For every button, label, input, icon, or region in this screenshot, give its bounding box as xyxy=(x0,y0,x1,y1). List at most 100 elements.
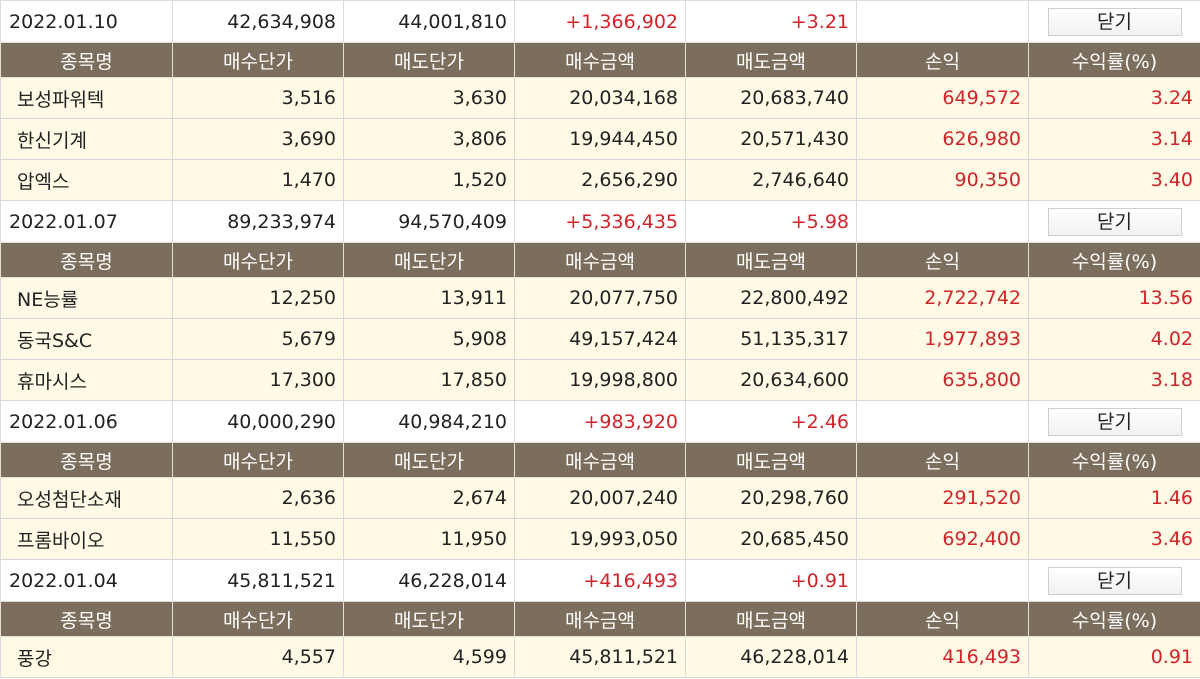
day-summary-row: 2022.01.07 89,233,974 94,570,409 +5,336,435… xyxy=(0,200,1200,243)
close-button[interactable]: 닫기 xyxy=(1047,207,1182,236)
profit: 626,980 xyxy=(856,118,1029,160)
day-profit: +416,493 xyxy=(514,559,686,602)
col-header-sell-price: 매도단가 xyxy=(343,601,515,637)
sell-price: 13,911 xyxy=(343,277,515,319)
profit: 2,722,742 xyxy=(856,277,1029,319)
profit: 291,520 xyxy=(856,477,1029,519)
buy-price: 4,557 xyxy=(172,636,344,678)
day-buy-total: 89,233,974 xyxy=(172,200,344,243)
profit-rate: 4.02 xyxy=(1028,318,1200,360)
stock-name: 한신기계 xyxy=(0,118,173,160)
col-header-name: 종목명 xyxy=(0,42,173,78)
col-header-buy-amount: 매수금액 xyxy=(514,242,686,278)
col-header-name: 종목명 xyxy=(0,442,173,478)
profit-rate: 3.46 xyxy=(1028,518,1200,560)
day-summary-row: 2022.01.06 40,000,290 40,984,210 +983,920 +2… xyxy=(0,400,1200,443)
col-header-buy-price: 매수단가 xyxy=(172,442,344,478)
day-sell-total: 40,984,210 xyxy=(343,400,515,443)
day-rate: +2.46 xyxy=(685,400,857,443)
stock-name: 프롬바이오 xyxy=(0,518,173,560)
day-sell-total: 94,570,409 xyxy=(343,200,515,243)
day-buy-total: 42,634,908 xyxy=(172,0,344,43)
profit-rate: 3.18 xyxy=(1028,359,1200,401)
buy-amount: 45,811,521 xyxy=(514,636,686,678)
close-button-cell: 닫기 xyxy=(1028,200,1200,243)
close-button[interactable]: 닫기 xyxy=(1047,7,1182,36)
empty-cell xyxy=(856,200,1029,243)
buy-amount: 2,656,290 xyxy=(514,159,686,201)
col-header-sell-amount: 매도금액 xyxy=(685,601,857,637)
trade-date: 2022.01.10 xyxy=(0,0,173,43)
column-header-row: 종목명 매수단가 매도단가 매수금액 매도금액 손익 수익률(%) xyxy=(0,442,1200,478)
buy-amount: 20,077,750 xyxy=(514,277,686,319)
stock-row: NE능률 12,250 13,911 20,077,750 22,800,492 2,72… xyxy=(0,277,1200,319)
day-sell-total: 44,001,810 xyxy=(343,0,515,43)
day-profit: +983,920 xyxy=(514,400,686,443)
buy-price: 3,516 xyxy=(172,77,344,119)
col-header-sell-amount: 매도금액 xyxy=(685,442,857,478)
sell-price: 11,950 xyxy=(343,518,515,560)
sell-price: 4,599 xyxy=(343,636,515,678)
col-header-sell-price: 매도단가 xyxy=(343,42,515,78)
col-header-rate: 수익률(%) xyxy=(1028,42,1200,78)
profit-rate: 3.40 xyxy=(1028,159,1200,201)
day-profit: +1,366,902 xyxy=(514,0,686,43)
stock-name: 동국S&C xyxy=(0,318,173,360)
sell-amount: 2,746,640 xyxy=(685,159,857,201)
day-summary-row: 2022.01.04 45,811,521 46,228,014 +416,493 +0… xyxy=(0,559,1200,602)
profit-rate: 3.24 xyxy=(1028,77,1200,119)
empty-cell xyxy=(856,400,1029,443)
stock-name: 휴마시스 xyxy=(0,359,173,401)
sell-price: 3,806 xyxy=(343,118,515,160)
day-sell-total: 46,228,014 xyxy=(343,559,515,602)
buy-amount: 19,993,050 xyxy=(514,518,686,560)
col-header-buy-amount: 매수금액 xyxy=(514,42,686,78)
col-header-rate: 수익률(%) xyxy=(1028,242,1200,278)
close-button-cell: 닫기 xyxy=(1028,0,1200,43)
buy-price: 1,470 xyxy=(172,159,344,201)
profit: 635,800 xyxy=(856,359,1029,401)
col-header-buy-price: 매수단가 xyxy=(172,242,344,278)
col-header-buy-amount: 매수금액 xyxy=(514,442,686,478)
empty-cell xyxy=(856,0,1029,43)
profit-rate: 0.91 xyxy=(1028,636,1200,678)
profit-rate: 1.46 xyxy=(1028,477,1200,519)
profit: 90,350 xyxy=(856,159,1029,201)
buy-price: 17,300 xyxy=(172,359,344,401)
stock-row: 동국S&C 5,679 5,908 49,157,424 51,135,317 1,977… xyxy=(0,318,1200,360)
sell-price: 17,850 xyxy=(343,359,515,401)
sell-amount: 22,800,492 xyxy=(685,277,857,319)
stock-row: 휴마시스 17,300 17,850 19,998,800 20,634,600 635,… xyxy=(0,359,1200,401)
trade-date: 2022.01.04 xyxy=(0,559,173,602)
buy-amount: 19,944,450 xyxy=(514,118,686,160)
close-button[interactable]: 닫기 xyxy=(1047,566,1182,595)
col-header-buy-price: 매수단가 xyxy=(172,601,344,637)
col-header-name: 종목명 xyxy=(0,242,173,278)
buy-price: 3,690 xyxy=(172,118,344,160)
col-header-sell-price: 매도단가 xyxy=(343,242,515,278)
col-header-profit: 손익 xyxy=(856,442,1029,478)
col-header-sell-amount: 매도금액 xyxy=(685,242,857,278)
profit-rate: 3.14 xyxy=(1028,118,1200,160)
buy-amount: 20,007,240 xyxy=(514,477,686,519)
col-header-sell-price: 매도단가 xyxy=(343,442,515,478)
day-profit: +5,336,435 xyxy=(514,200,686,243)
empty-cell xyxy=(856,559,1029,602)
close-button[interactable]: 닫기 xyxy=(1047,407,1182,436)
stock-row: 한신기계 3,690 3,806 19,944,450 20,571,430 626,98… xyxy=(0,118,1200,160)
col-header-profit: 손익 xyxy=(856,42,1029,78)
profit-rate: 13.56 xyxy=(1028,277,1200,319)
stock-name: 오성첨단소재 xyxy=(0,477,173,519)
buy-price: 5,679 xyxy=(172,318,344,360)
stock-row: 프롬바이오 11,550 11,950 19,993,050 20,685,450 692… xyxy=(0,518,1200,560)
col-header-buy-price: 매수단가 xyxy=(172,42,344,78)
column-header-row: 종목명 매수단가 매도단가 매수금액 매도금액 손익 수익률(%) xyxy=(0,42,1200,78)
column-header-row: 종목명 매수단가 매도단가 매수금액 매도금액 손익 수익률(%) xyxy=(0,601,1200,637)
col-header-rate: 수익률(%) xyxy=(1028,442,1200,478)
buy-price: 12,250 xyxy=(172,277,344,319)
stock-row: 오성첨단소재 2,636 2,674 20,007,240 20,298,760 291,… xyxy=(0,477,1200,519)
col-header-buy-amount: 매수금액 xyxy=(514,601,686,637)
stock-name: NE능률 xyxy=(0,277,173,319)
sell-amount: 51,135,317 xyxy=(685,318,857,360)
profit: 649,572 xyxy=(856,77,1029,119)
